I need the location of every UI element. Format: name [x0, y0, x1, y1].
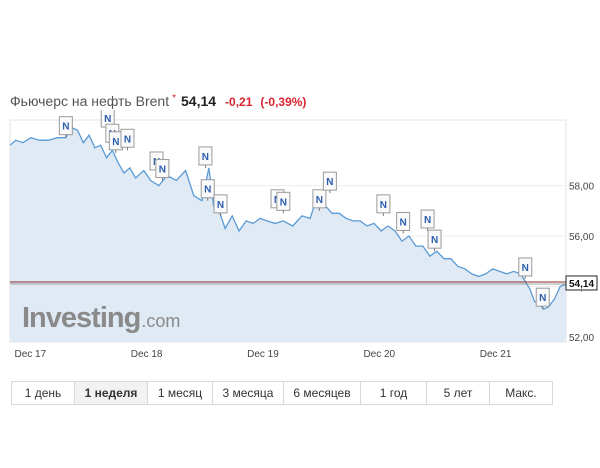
timeframe-tabs: 1 день 1 неделя 1 месяц 3 месяца 6 месяц… — [11, 381, 553, 405]
x-tick-label: Dec 19 — [247, 349, 279, 360]
news-marker-box — [58, 116, 73, 136]
tab-1-year[interactable]: 1 год — [361, 382, 427, 404]
news-marker-label: N — [204, 185, 211, 196]
news-marker-label: N — [539, 293, 546, 304]
tab-1-week[interactable]: 1 неделя — [75, 382, 148, 404]
price-change: -0,21 — [225, 95, 253, 109]
series-area — [10, 127, 566, 342]
tab-1-month[interactable]: 1 месяц — [148, 382, 213, 404]
news-marker-label: N — [522, 263, 529, 274]
news-marker-box — [312, 189, 327, 209]
news-marker-box — [200, 179, 215, 199]
instrument-header: Фьючерс на нефть Brent * 54,14 -0,21 (-0… — [10, 93, 306, 113]
news-marker[interactable]: N — [396, 212, 411, 234]
news-marker-label: N — [326, 177, 333, 188]
news-marker-box — [213, 194, 228, 214]
news-marker[interactable]: N — [58, 116, 73, 138]
price-change-percent: (-0,39%) — [260, 95, 307, 109]
tab-3-months[interactable]: 3 месяца — [213, 382, 284, 404]
investing-logo: Investing.com — [22, 302, 180, 335]
logo-tld-text: .com — [141, 311, 181, 331]
news-marker-box — [198, 146, 213, 166]
news-marker[interactable]: N — [322, 171, 337, 194]
news-marker-label: N — [112, 137, 119, 148]
news-marker-box — [155, 159, 170, 179]
news-marker-box — [420, 209, 435, 229]
instrument-title[interactable]: Фьючерс на нефть Brent — [10, 93, 170, 109]
news-marker-box — [376, 194, 391, 214]
logo-main-text: Investing — [22, 302, 141, 334]
news-marker-box — [535, 287, 550, 307]
news-marker-label: N — [424, 215, 431, 226]
news-marker[interactable]: N — [198, 146, 213, 168]
price-chart[interactable]: NNNNNNNNNNNNNNNNNNNN58,0056,0054,0052,00… — [0, 110, 600, 365]
news-marker-box — [276, 191, 291, 211]
news-marker[interactable]: N — [420, 209, 435, 231]
news-marker-box — [120, 128, 135, 148]
x-tick-label: Dec 17 — [14, 349, 46, 360]
news-marker-label: N — [217, 200, 224, 211]
news-marker-label: N — [316, 195, 323, 206]
tab-5-years[interactable]: 5 лет — [427, 382, 490, 404]
current-value-box — [565, 275, 598, 291]
news-marker-label: N — [380, 200, 387, 211]
news-marker-label: N — [159, 165, 166, 176]
series-line — [9, 126, 567, 311]
news-marker[interactable]: N — [120, 128, 135, 151]
last-price: 54,14 — [181, 93, 217, 109]
tab-1-day[interactable]: 1 день — [12, 382, 75, 404]
news-marker[interactable]: N — [376, 194, 391, 216]
news-marker-box — [396, 212, 411, 232]
news-marker-label: N — [280, 197, 287, 208]
news-marker-label: N — [62, 122, 69, 133]
news-marker-box — [427, 229, 442, 249]
tab-6-months[interactable]: 6 месяцев — [284, 382, 361, 404]
news-marker[interactable]: N — [155, 159, 170, 181]
news-marker[interactable]: N — [276, 191, 291, 214]
news-marker-label: N — [400, 218, 407, 229]
y-tick-label: 52,00 — [569, 333, 594, 344]
news-marker[interactable]: N — [535, 287, 550, 310]
tab-max[interactable]: Макс. — [490, 382, 552, 404]
news-marker-label: N — [104, 114, 111, 125]
current-value-label: 54,14 — [569, 279, 594, 290]
x-tick-label: Dec 18 — [131, 349, 163, 360]
news-marker-label: N — [202, 152, 209, 163]
y-tick-label: 56,00 — [569, 232, 594, 243]
news-marker[interactable]: N — [312, 189, 327, 211]
news-marker[interactable]: N — [213, 194, 228, 216]
news-marker-box — [322, 171, 337, 191]
news-marker-label: N — [124, 134, 131, 145]
delayed-marker: * — [172, 93, 176, 104]
news-marker[interactable]: N — [427, 229, 442, 252]
news-marker[interactable]: N — [200, 179, 215, 201]
y-tick-label: 58,00 — [569, 182, 594, 193]
news-marker[interactable]: N — [108, 131, 123, 153]
news-marker-label: N — [431, 235, 438, 246]
x-tick-label: Dec 21 — [480, 349, 512, 360]
x-tick-label: Dec 20 — [363, 349, 395, 360]
news-marker-box — [518, 257, 533, 277]
news-marker[interactable]: N — [518, 257, 533, 279]
